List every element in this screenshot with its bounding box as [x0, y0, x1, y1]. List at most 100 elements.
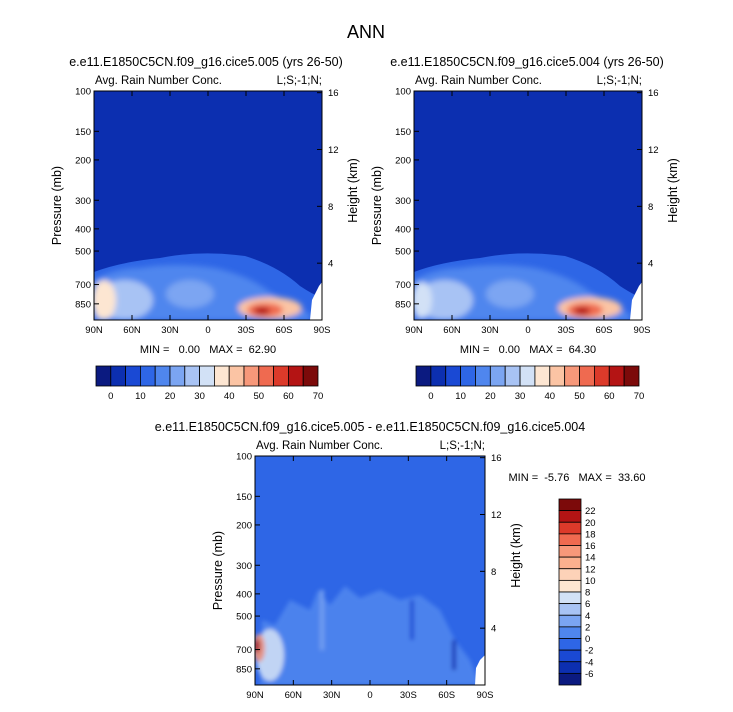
panel-b-y-tick-label: 100 — [395, 87, 411, 98]
panel-c-streak-1 — [320, 590, 324, 650]
panel-a-colorbar-box — [110, 365, 127, 387]
panel-c-colorbar-label: 20 — [585, 518, 596, 529]
panel-a-colorbar-label: 50 — [254, 391, 265, 402]
panel-c-colorbar-label: 4 — [585, 611, 590, 622]
panel-b: e.e11.E1850C5CN.f09_g16.cice5.004 (yrs 2… — [390, 55, 664, 321]
panel-b-height-tick-label: 12 — [648, 145, 659, 156]
panel-a-x-tick-label: 60N — [123, 325, 141, 336]
panel-a-height-tick-label: 16 — [328, 88, 339, 99]
panel-a-colorbar-label: 60 — [283, 391, 294, 402]
panel-c-height-tick-label: 8 — [491, 567, 496, 578]
panel-c-x-tick-label: 0 — [367, 690, 372, 701]
panel-b-y-tick-label: 500 — [395, 247, 411, 258]
panel-a-colorbar-label: 10 — [135, 391, 146, 402]
panel-a-nh-core — [94, 280, 116, 320]
panel-a-colorbar-box — [228, 365, 245, 387]
panel-c-colorbar-label: 6 — [585, 599, 590, 610]
panel-b-ylabel: Pressure (mb) — [370, 166, 384, 245]
panel-a-x-tick-label: 60S — [276, 325, 293, 336]
panel-c-colorbar-box — [558, 556, 582, 570]
panel-b-colorbar-label: 20 — [485, 391, 496, 402]
panel-b-colorbar-box — [623, 365, 640, 387]
panel-c-colorbar-label: 22 — [585, 506, 596, 517]
panel-b-stats: MIN = 0.00 MAX = 64.30 — [460, 344, 596, 356]
panel-a-colorbar-box — [243, 365, 260, 387]
panel-c-colorbar-box — [558, 649, 582, 663]
panel-c-colorbar-box — [558, 614, 582, 628]
panel-c-lower-noise — [260, 586, 480, 685]
panel-c-colorbar-label: -4 — [585, 657, 593, 668]
panel-b-colorbar-box — [415, 365, 432, 387]
panel-b-colorbar-box — [549, 365, 566, 387]
panel-a-colorbar-box — [139, 365, 156, 387]
panel-a-y-tick-label: 150 — [75, 127, 91, 138]
panel-b-y-tick-label: 700 — [395, 280, 411, 291]
panel-a-height-tick-label: 8 — [328, 202, 333, 213]
panel-a-x-tick-label: 90S — [314, 325, 331, 336]
panel-b-right-label: L;S;-1;N; — [597, 75, 642, 87]
panel-b-colorbar-box — [504, 365, 521, 387]
panel-b-colorbar-label: 10 — [455, 391, 466, 402]
panel-c-colorbar-label: 16 — [585, 541, 596, 552]
panel-a-sh-max — [254, 307, 270, 315]
axes-layer: 90N 60N 30N 0 30S 60S 90S100150200300400500700… — [50, 87, 680, 702]
panel-a-x-tick-label: 0 — [205, 325, 210, 336]
panel-c-right-label: L;S;-1;N; — [440, 440, 485, 452]
panel-b-colorbar-box — [489, 365, 506, 387]
panel-b-colorbar-box — [579, 365, 595, 387]
panel-c-x-tick-label: 90N — [246, 690, 264, 701]
panel-c-colorbar-box — [558, 521, 582, 535]
panel-a-y-tick-label: 100 — [75, 87, 91, 98]
panel-b-height-tick-label: 8 — [648, 202, 653, 213]
panel-a-colorbar-box — [258, 365, 274, 387]
panel-b-colorbar-label: 60 — [604, 391, 615, 402]
panel-c-colorbar-label: 12 — [585, 564, 596, 575]
panel-b-x-tick-label: 90S — [634, 325, 651, 336]
panel-c-y-tick-label: 150 — [236, 492, 252, 503]
main-title: ANN — [347, 22, 385, 42]
panel-c-colorbar-box — [558, 579, 582, 593]
panel-a-colorbar-box — [302, 365, 319, 387]
panel-b-tropics — [486, 280, 534, 308]
panel-c-colorbar-box — [558, 498, 582, 512]
panel-b-colorbar-box — [460, 365, 476, 387]
panel-c-y-tick-label: 700 — [236, 645, 252, 656]
panel-a-ylabel: Pressure (mb) — [50, 166, 64, 245]
panel-a-colorbar-label: 0 — [108, 391, 113, 402]
panel-b-colorbar-box — [519, 365, 536, 387]
panel-b-x-tick-label: 30S — [558, 325, 575, 336]
colorbars-layer: 0 10 20 30 40 50 60 70 0 10 20 30 40 50 60 702220181614… — [95, 365, 644, 686]
panel-a-colorbar-box — [287, 365, 304, 387]
panel-c-stats: MIN = -5.76 MAX = 33.60 — [509, 472, 646, 484]
panel-b-colorbar-box — [594, 365, 610, 387]
panel-c-left-label: Avg. Rain Number Conc. — [256, 440, 383, 452]
panel-b-y-tick-label: 300 — [395, 196, 411, 207]
panel-c-colorbar-box — [558, 591, 582, 605]
panel-b-colorbar-box — [534, 365, 551, 387]
panel-b-y-tick-label: 850 — [395, 299, 411, 310]
panel-a-left-label: Avg. Rain Number Conc. — [95, 75, 222, 87]
panel-a-tropics — [166, 280, 214, 308]
panel-a-height-tick-label: 4 — [328, 259, 333, 270]
panel-c-colorbar-box — [558, 638, 582, 651]
panel-a-colorbar-box — [184, 365, 201, 387]
panel-c-field — [255, 456, 485, 685]
panel-a-title: e.e11.E1850C5CN.f09_g16.cice5.005 (yrs 2… — [69, 55, 343, 69]
panel-c-colorbar-box — [558, 626, 582, 639]
panel-b-colorbar-box — [564, 365, 580, 387]
panel-b-colorbar-box — [475, 365, 491, 387]
panel-b-topography-mask — [630, 282, 642, 320]
panel-b-x-tick-label: 60S — [596, 325, 613, 336]
panel-c-ylabel: Pressure (mb) — [211, 531, 225, 610]
panel-b-y-tick-label: 150 — [395, 127, 411, 138]
panel-c-colorbar-label: -6 — [585, 669, 593, 680]
panel-c-x-tick-label: 30S — [400, 690, 417, 701]
panel-c-colorbar-box — [558, 510, 582, 523]
panel-a-y-tick-label: 200 — [75, 155, 91, 166]
panel-c-title: e.e11.E1850C5CN.f09_g16.cice5.005 - e.e1… — [155, 420, 585, 434]
panel-a-y-tick-label: 850 — [75, 299, 91, 310]
panel-a: e.e11.E1850C5CN.f09_g16.cice5.005 (yrs 2… — [69, 55, 343, 321]
panel-c-y-tick-label: 850 — [236, 664, 252, 675]
panel-c-y-tick-label: 200 — [236, 520, 252, 531]
panel-c-colorbar-box — [558, 568, 582, 581]
